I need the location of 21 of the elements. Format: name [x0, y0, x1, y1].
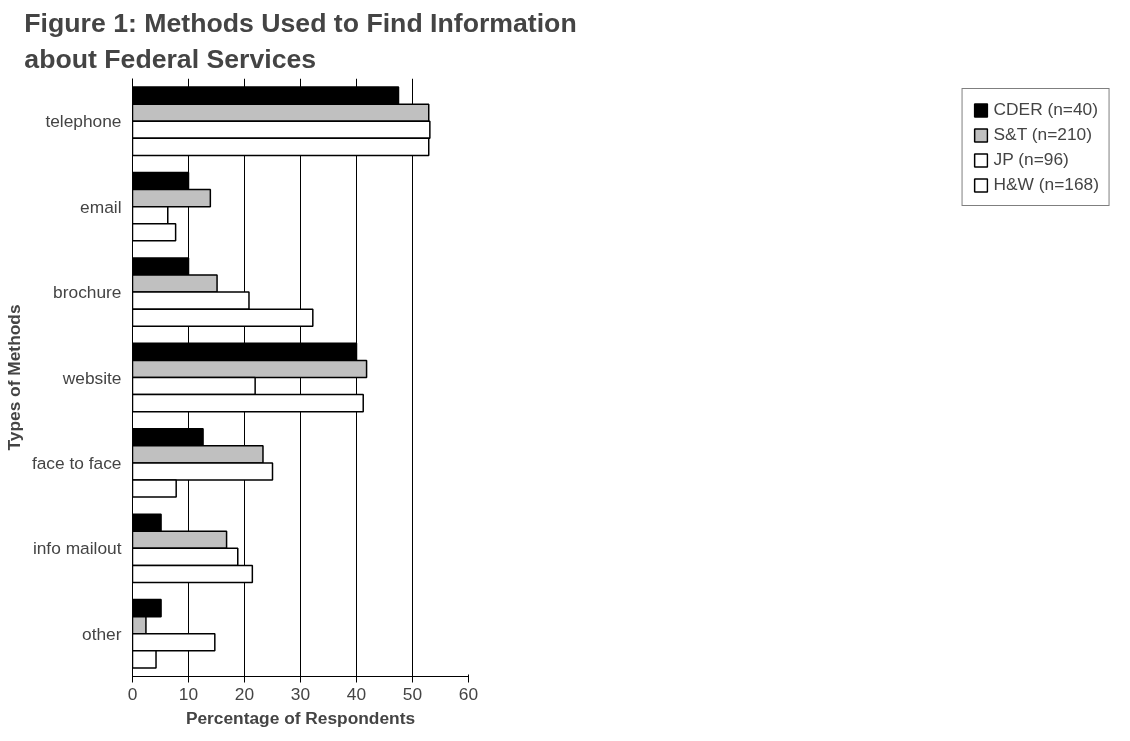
y-tick-label: telephone	[45, 111, 122, 132]
chart-title: Figure 1: Methods Used to Find Information about Federal Services	[24, 7, 577, 74]
y-tick-label: face to face	[31, 452, 122, 473]
y-tick-label: website	[61, 367, 122, 388]
x-tick-label: 30	[290, 683, 311, 704]
x-tick-label: 60	[458, 683, 479, 704]
y-tick-label: other	[82, 623, 122, 644]
x-tick-label: 20	[234, 683, 255, 704]
legend-label: H&W (n=168)	[993, 174, 1099, 195]
x-axis-title: Percentage of Respondents	[185, 707, 416, 728]
legend-label: CDER (n=40)	[993, 99, 1099, 120]
x-tick-label: 10	[178, 683, 199, 704]
x-tick-label: 40	[346, 683, 367, 704]
y-tick-label: brochure	[53, 282, 122, 303]
legend-label: JP (n=96)	[993, 149, 1069, 170]
y-tick-label: email	[80, 196, 122, 217]
y-axis-title: Types of Methods	[3, 304, 24, 451]
y-tick-label: info mailout	[32, 538, 122, 559]
x-tick-label: 50	[402, 683, 423, 704]
x-tick-label: 0	[127, 683, 138, 704]
legend-label: S&T (n=210)	[993, 124, 1092, 145]
